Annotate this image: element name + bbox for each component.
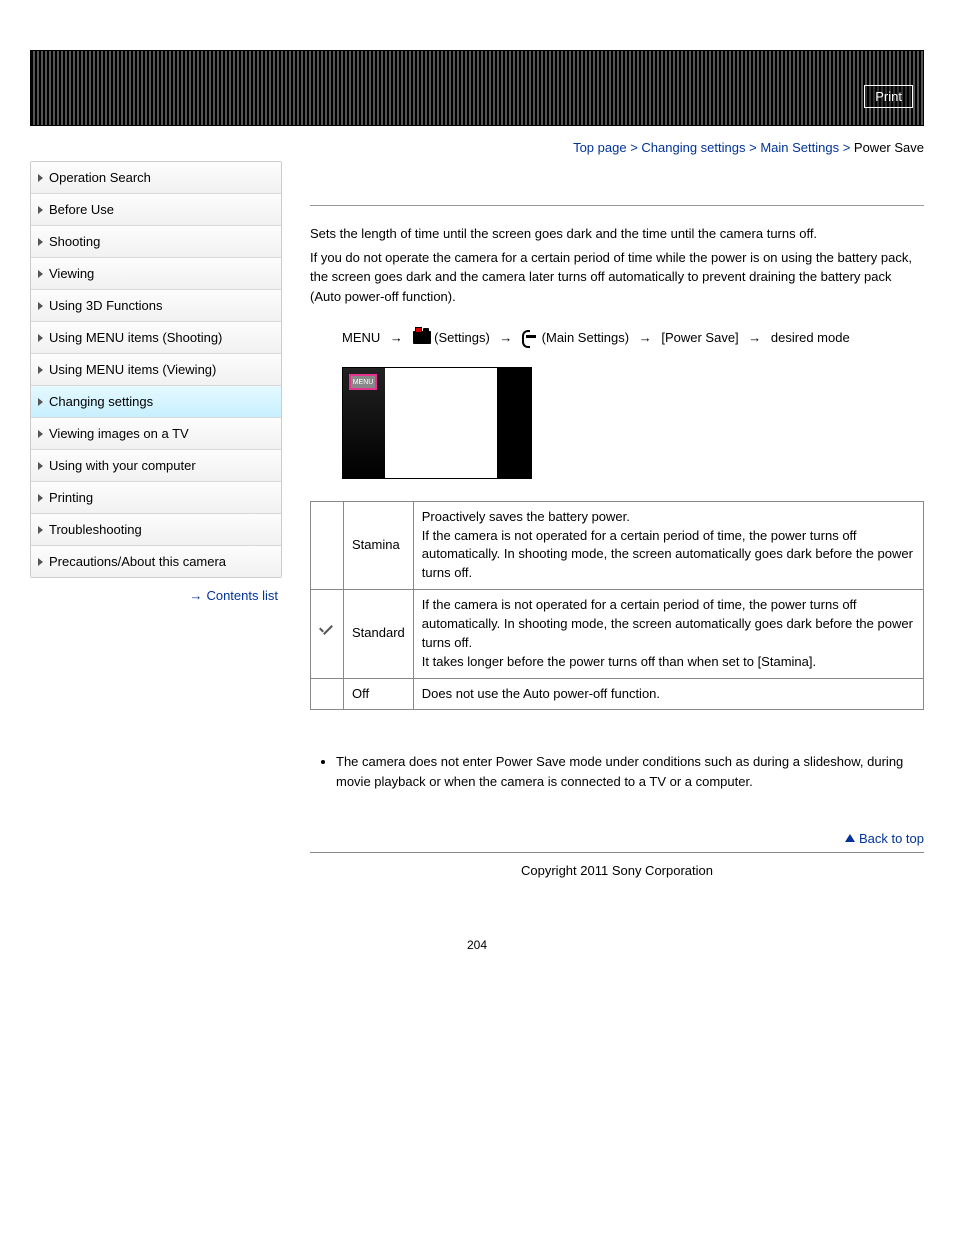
header-band: Print	[30, 50, 924, 126]
screenshot-right-panel	[497, 368, 531, 478]
camera-screenshot: MENU	[342, 367, 532, 479]
sidebar-item[interactable]: Viewing	[31, 258, 281, 290]
arrow-right-icon: →	[390, 330, 403, 345]
table-row: OffDoes not use the Auto power-off funct…	[311, 678, 924, 710]
breadcrumb-sep: >	[745, 140, 760, 155]
modes-table: StaminaProactively saves the battery pow…	[310, 501, 924, 711]
sidebar-item[interactable]: Before Use	[31, 194, 281, 226]
breadcrumb-link[interactable]: Top page	[573, 140, 627, 155]
mode-name-cell: Off	[344, 678, 414, 710]
sidebar-item[interactable]: Using with your computer	[31, 450, 281, 482]
table-row: StandardIf the camera is not operated fo…	[311, 590, 924, 678]
arrow-right-icon: →	[499, 330, 512, 345]
settings-toolbox-icon	[413, 331, 431, 344]
intro-text: Sets the length of time until the screen…	[310, 224, 924, 244]
mode-name-cell: Stamina	[344, 501, 414, 589]
mode-icon-cell	[311, 590, 344, 678]
sidebar-item[interactable]: Using MENU items (Viewing)	[31, 354, 281, 386]
mode-desc-cell: Does not use the Auto power-off function…	[413, 678, 923, 710]
breadcrumb-link[interactable]: Main Settings	[760, 140, 839, 155]
main-content: Sets the length of time until the screen…	[310, 161, 924, 888]
flow-power-save: [Power Save]	[661, 330, 738, 345]
sidebar-item[interactable]: Using MENU items (Shooting)	[31, 322, 281, 354]
screenshot-body	[385, 368, 497, 478]
check-icon	[319, 625, 335, 637]
arrow-right-icon: →	[748, 330, 761, 345]
sidebar-item[interactable]: Using 3D Functions	[31, 290, 281, 322]
sidebar-item[interactable]: Viewing images on a TV	[31, 418, 281, 450]
breadcrumb-current: Power Save	[854, 140, 924, 155]
table-row: StaminaProactively saves the battery pow…	[311, 501, 924, 589]
contents-list-label: Contents list	[206, 588, 278, 603]
sidebar-item[interactable]: Shooting	[31, 226, 281, 258]
contents-list-link[interactable]: → Contents list	[30, 578, 282, 603]
sidebar-item[interactable]: Troubleshooting	[31, 514, 281, 546]
triangle-up-icon	[845, 834, 855, 842]
sidebar-item[interactable]: Operation Search	[31, 162, 281, 194]
sidebar: Operation SearchBefore UseShootingViewin…	[30, 161, 282, 578]
breadcrumb-sep: >	[839, 140, 854, 155]
breadcrumb-sep: >	[627, 140, 642, 155]
arrow-right-icon: →	[639, 330, 652, 345]
back-to-top-link[interactable]: Back to top	[310, 831, 924, 853]
note-item: The camera does not enter Power Save mod…	[336, 752, 924, 791]
divider	[310, 205, 924, 206]
breadcrumb-link[interactable]: Changing settings	[641, 140, 745, 155]
wrench-icon	[522, 330, 538, 344]
menu-flow: MENU → (Settings) → (Main Settings) → [P…	[310, 310, 924, 363]
back-to-top-label: Back to top	[859, 831, 924, 846]
flow-settings: (Settings)	[434, 330, 490, 345]
mode-name-cell: Standard	[344, 590, 414, 678]
page-number: 204	[30, 888, 924, 952]
note-list: The camera does not enter Power Save mod…	[310, 752, 924, 791]
flow-menu: MENU	[342, 330, 380, 345]
print-button[interactable]: Print	[864, 85, 913, 108]
breadcrumb: Top page > Changing settings > Main Sett…	[30, 126, 924, 161]
sidebar-item[interactable]: Printing	[31, 482, 281, 514]
flow-desired-mode: desired mode	[771, 330, 850, 345]
mode-desc-cell: Proactively saves the battery power.If t…	[413, 501, 923, 589]
sidebar-item[interactable]: Changing settings	[31, 386, 281, 418]
mode-icon-cell	[311, 501, 344, 589]
flow-main-settings: (Main Settings)	[542, 330, 629, 345]
mode-icon-cell	[311, 678, 344, 710]
arrow-right-icon: →	[189, 588, 202, 603]
screenshot-menu-button: MENU	[349, 374, 377, 390]
copyright-text: Copyright 2011 Sony Corporation	[310, 853, 924, 888]
intro-text: If you do not operate the camera for a c…	[310, 248, 924, 307]
mode-desc-cell: If the camera is not operated for a cert…	[413, 590, 923, 678]
sidebar-item[interactable]: Precautions/About this camera	[31, 546, 281, 577]
